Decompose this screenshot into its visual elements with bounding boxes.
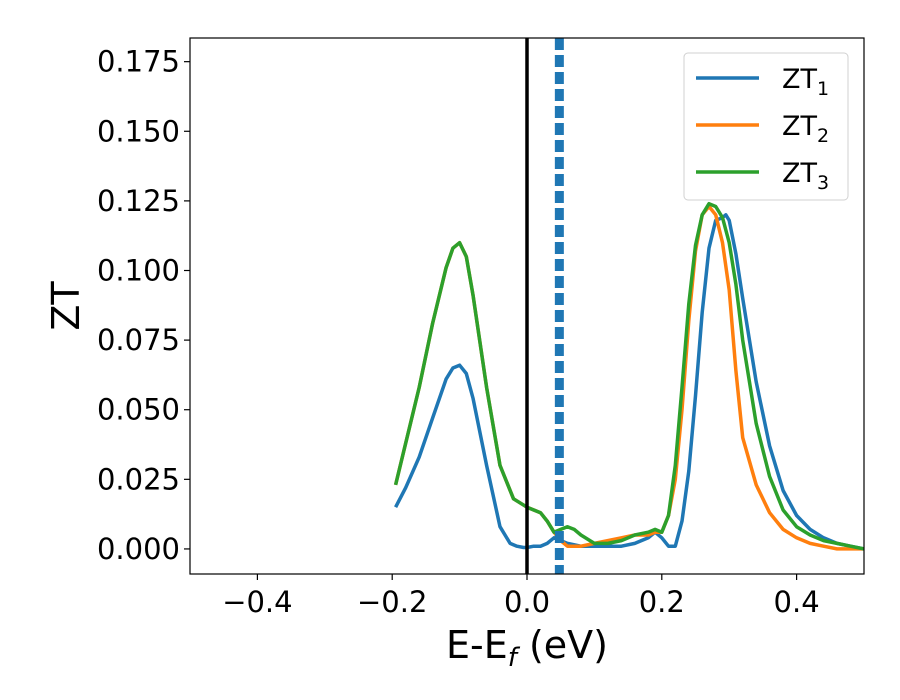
x-tick-label: −0.4: [222, 585, 292, 619]
legend-box: [683, 52, 849, 201]
series-line-zt3: [393, 201, 864, 551]
y-tick-label: 0.125: [97, 184, 180, 218]
x-tick-label: 0.2: [639, 585, 685, 619]
legend: ZT1 ZT2 ZT3: [683, 52, 849, 201]
legend-label: ZT1: [782, 64, 829, 100]
legend-label: ZT3: [782, 158, 829, 194]
x-tick-label: 0.0: [504, 585, 550, 619]
x-tick-label: 0.4: [774, 585, 820, 619]
y-axis: 0.000 0.025 0.050 0.075 0.100 0.125 0.150 0.175: [97, 45, 190, 566]
legend-label: ZT2: [782, 111, 829, 147]
vline-layer: [525, 38, 564, 574]
series-layer: [393, 201, 864, 551]
y-tick-label: 0.050: [97, 393, 180, 427]
y-axis-label: ZT: [44, 281, 88, 331]
x-tick-label: −0.2: [357, 585, 427, 619]
x-axis-label-unit: (eV): [517, 623, 608, 667]
y-tick-label: 0.075: [97, 323, 180, 357]
y-tick-label: 0.150: [97, 114, 180, 148]
y-tick-label: 0.100: [97, 253, 180, 287]
y-tick-label: 0.175: [97, 45, 180, 79]
x-axis: −0.4 −0.2 0.0 0.2 0.4: [222, 574, 820, 619]
y-tick-label: 0.000: [97, 532, 180, 566]
series-line-zt1: [394, 213, 864, 551]
y-tick-label: 0.025: [97, 462, 180, 496]
x-axis-label: E-Ef (eV): [446, 623, 608, 673]
